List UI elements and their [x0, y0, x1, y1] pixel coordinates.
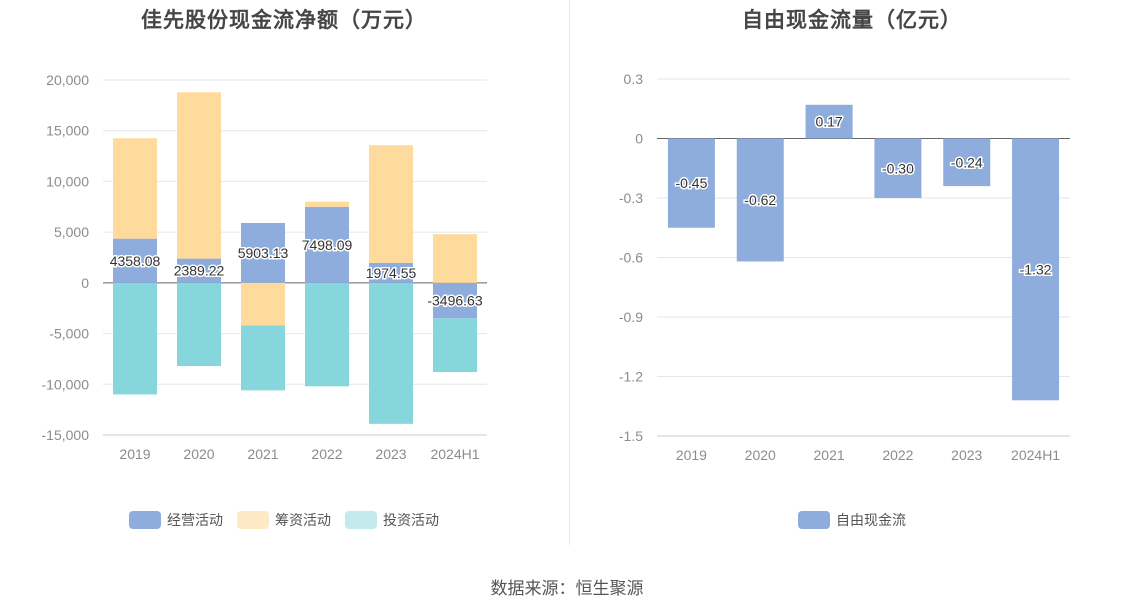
bar-series-1	[305, 201, 349, 207]
y-tick-label: 10,000	[46, 173, 89, 189]
bar-primary	[369, 262, 413, 283]
bar-series-1	[113, 138, 157, 239]
bar-primary	[1012, 138, 1060, 401]
y-tick-label: 0	[81, 275, 89, 291]
legend-label-operating: 经营活动	[167, 512, 223, 528]
bar-primary	[241, 222, 285, 283]
bar-primary	[667, 138, 715, 228]
free-cash-flow-chart: 0.3 0 -0.3 -0.6 -0.9 -1.2 -1.5 2019 2020 2021 2022…	[619, 71, 1070, 463]
legend-swatch-operating	[129, 511, 161, 529]
x-tick-label: 2019	[676, 447, 707, 463]
cash-flow-chart-title: 佳先股份现金流净额（万元）	[141, 9, 427, 32]
x-tick-label: 2024H1	[1011, 447, 1060, 463]
free-cash-flow-chart-panel: 自由现金流量（亿元） 0.3 0 -0.3 -0.6 -0.9 -1.2 -1.5 2019 2…	[570, 0, 1134, 545]
y-tick-label: -1.2	[619, 369, 643, 385]
x-tick-label: 2022	[882, 447, 913, 463]
legend-swatch-investing	[345, 511, 377, 529]
bar-primary	[943, 138, 991, 187]
data-label: 4358.08	[110, 253, 161, 269]
bar-primary	[305, 206, 349, 283]
y-tick-label: 5,000	[54, 224, 89, 240]
data-label: -0.30	[882, 160, 914, 176]
bar-primary	[805, 104, 853, 139]
bar-series-2	[241, 325, 285, 391]
legend-label-financing: 筹资活动	[275, 512, 331, 528]
y-tick-label: -5,000	[49, 326, 89, 342]
y-tick-label: 20,000	[46, 72, 89, 88]
bar-series-2	[177, 282, 221, 367]
data-label: 0.17	[815, 114, 842, 130]
x-tick-label: 2020	[745, 447, 776, 463]
x-tick-label: 2022	[311, 446, 342, 462]
bar-series-1	[433, 234, 477, 283]
legend-item-investing[interactable]: 投资活动	[345, 510, 439, 530]
legend-label-investing: 投资活动	[383, 512, 439, 528]
x-tick-label: 2019	[119, 446, 150, 462]
cash-flow-chart: 20,000 15,000 10,000 5,000 0 -5,000 -10,000 -15…	[42, 72, 487, 462]
y-tick-label: -0.9	[619, 309, 643, 325]
data-label: -0.62	[744, 192, 776, 208]
data-label: 7498.09	[302, 237, 353, 253]
x-tick-label: 2021	[814, 447, 845, 463]
x-tick-label: 2023	[375, 446, 406, 462]
y-tick-label: -0.3	[619, 190, 643, 206]
data-label: -0.45	[675, 175, 707, 191]
legend-label-free-cash-flow: 自由现金流	[836, 512, 906, 528]
bar-series-2	[369, 282, 413, 424]
legend-item-financing[interactable]: 筹资活动	[237, 510, 331, 530]
bar-primary	[177, 258, 221, 283]
x-tick-label: 2020	[183, 446, 214, 462]
legend-item-operating[interactable]: 经营活动	[129, 510, 223, 530]
bar-series-2	[113, 282, 157, 395]
legend-swatch-financing	[237, 511, 269, 529]
x-tick-label: 2023	[951, 447, 982, 463]
data-label: 2389.22	[174, 263, 225, 279]
y-tick-label: -10,000	[42, 376, 90, 392]
bar-series-1	[369, 145, 413, 263]
y-tick-label: -0.6	[619, 250, 643, 266]
free-cash-flow-chart-title: 自由现金流量（亿元）	[742, 9, 962, 32]
bar-series-2	[433, 318, 477, 373]
data-label: 5903.13	[238, 245, 289, 261]
panel-divider	[569, 0, 570, 545]
data-label: -3496.63	[427, 293, 482, 309]
cash-flow-legend: 经营活动 筹资活动 投资活动	[0, 510, 568, 530]
y-tick-label: -15,000	[42, 427, 90, 443]
bar-series-1	[177, 92, 221, 259]
y-tick-label: 0	[635, 131, 643, 147]
y-tick-label: 15,000	[46, 123, 89, 139]
bar-primary	[874, 138, 922, 198]
bar-series-2	[305, 282, 349, 387]
bar-primary	[736, 138, 784, 262]
data-label: -0.24	[951, 154, 983, 170]
y-tick-label: 0.3	[624, 71, 644, 87]
bar-primary	[433, 282, 477, 319]
x-tick-label: 2024H1	[430, 446, 479, 462]
cash-flow-chart-panel: 佳先股份现金流净额（万元） 20,000 15,000 10,000 5,000 0 -5…	[0, 0, 568, 545]
y-tick-label: -1.5	[619, 428, 643, 444]
data-label: -1.32	[1020, 261, 1052, 277]
data-label: 1974.55	[366, 265, 417, 281]
bar-series-1	[241, 282, 285, 326]
bar-primary	[113, 238, 157, 283]
x-tick-label: 2021	[247, 446, 278, 462]
legend-swatch-free-cash-flow	[798, 511, 830, 529]
legend-item-free-cash-flow[interactable]: 自由现金流	[798, 510, 906, 530]
free-cash-flow-legend: 自由现金流	[570, 510, 1134, 530]
data-source-note: 数据来源：恒生聚源	[490, 579, 644, 598]
